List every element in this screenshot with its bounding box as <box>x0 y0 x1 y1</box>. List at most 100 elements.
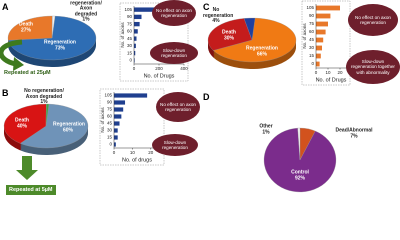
bar <box>316 37 324 43</box>
y-tick-label: 0 <box>129 58 132 63</box>
y-tick-label: 0 <box>109 142 112 147</box>
plot-frame <box>301 0 351 86</box>
y-axis-label: No. of axons <box>120 22 125 48</box>
x-tick-label: 10 <box>130 150 136 155</box>
pie-slice <box>243 17 256 41</box>
bar <box>316 53 321 59</box>
y-axis-label: No. of axons <box>302 23 307 49</box>
slice-name: Regeneration <box>246 45 278 52</box>
slice-label: Death 30% <box>217 30 241 42</box>
slice-value: 27% <box>20 27 31 33</box>
slice-label: Control 92% <box>280 169 320 182</box>
pie-slice <box>297 127 301 161</box>
y-tick-label: 15 <box>107 135 113 140</box>
bar <box>316 21 328 27</box>
y-tick-label: 90 <box>107 100 113 105</box>
slice-name: No regeneration/ Axon degraded <box>24 87 64 100</box>
slice-value: 66% <box>256 51 267 57</box>
x-axis-label: No. of drugs <box>122 157 152 163</box>
slice-value: 7% <box>350 133 358 139</box>
figure: 105 90 75 60 45 30 15 0 0 200 400 No. of Drugs No. o… <box>0 0 400 195</box>
y-tick-label: 105 <box>306 5 314 10</box>
y-tick-label: 45 <box>127 36 133 41</box>
bar <box>134 21 140 27</box>
bar <box>134 43 136 49</box>
slice-value: 1% <box>262 129 270 135</box>
slice-name: No regeneration/ Axon degraded <box>70 0 102 17</box>
plot-frame <box>119 2 189 82</box>
x-tick-label: 0 <box>133 66 136 71</box>
bar <box>134 58 135 63</box>
bar <box>316 5 340 11</box>
pie-slice <box>19 103 89 149</box>
y-tick-label: 60 <box>107 114 113 119</box>
x-tick-label: 20 <box>148 150 154 155</box>
y-tick-label: 30 <box>309 45 315 50</box>
y-tick-label: 30 <box>127 43 133 48</box>
x-tick-label: 200 <box>155 66 163 71</box>
pie-slice <box>212 17 297 63</box>
y-tick-label: 60 <box>127 29 133 34</box>
arrow <box>22 156 32 170</box>
panel-label: D <box>203 92 210 102</box>
x-tick-label: 400 <box>180 66 188 71</box>
slice-name: Control <box>291 169 309 176</box>
slice-label: Death 27% <box>14 21 38 34</box>
y-tick-label: 75 <box>127 21 133 26</box>
arrow <box>0 39 23 67</box>
annotation-oval: Slow-down regeneration together with abn… <box>346 50 400 84</box>
y-tick-label: 15 <box>127 50 133 55</box>
bar <box>114 128 118 133</box>
pie-slice <box>45 103 50 127</box>
y-tick-label: 90 <box>309 13 315 18</box>
slice-label: No regeneration 4% <box>203 6 234 25</box>
bar <box>134 50 136 56</box>
slice-name: No regeneration <box>203 6 234 19</box>
arrow-head <box>13 57 24 71</box>
annotation-oval: Slow-down regeneration <box>150 42 198 64</box>
slice-label: Regeneration 66% <box>245 45 279 58</box>
annotation: Repeated at 25µM <box>4 70 51 76</box>
slice-name: Dead/Abnormal <box>335 127 373 134</box>
annotation-oval: No effect on axon regeneration <box>156 92 200 122</box>
y-tick-label: 90 <box>127 14 133 19</box>
y-tick-label: 0 <box>311 61 314 66</box>
pie-slice <box>263 127 337 193</box>
y-tick-label: 45 <box>107 121 113 126</box>
slice-name: Regeneration <box>53 121 85 128</box>
slice-value: 1% <box>40 98 48 105</box>
bar <box>316 29 326 35</box>
slice-value: 1% <box>82 16 90 23</box>
y-tick-label: 15 <box>309 53 315 58</box>
arrow-head <box>16 170 38 180</box>
slice-value: 30% <box>223 35 234 41</box>
y-axis-label: No. of axons <box>100 107 105 133</box>
bar <box>114 93 148 98</box>
y-tick-label: 75 <box>107 107 113 112</box>
y-tick-label: 45 <box>309 37 315 42</box>
slice-name: Death <box>15 117 29 124</box>
slice-label: Regeneration 73% <box>43 40 77 52</box>
pie-slice <box>207 18 253 51</box>
bar <box>114 142 116 147</box>
bar <box>134 29 138 34</box>
y-tick-label: 60 <box>309 29 315 34</box>
y-tick-label: 30 <box>107 128 113 133</box>
slice-name: Death <box>19 21 33 28</box>
bar <box>114 114 122 119</box>
slice-label: Regeneration 60% <box>53 121 85 134</box>
pie-slice <box>51 15 56 39</box>
y-tick-label: 105 <box>124 7 132 12</box>
bar <box>114 100 126 105</box>
pie-slice <box>3 103 47 144</box>
slice-name: Other <box>259 123 273 130</box>
slice-value: 40% <box>16 123 27 129</box>
annotation-oval: No effect on axon regeneration <box>348 4 398 36</box>
panel-label: B <box>2 88 9 98</box>
x-tick-label: 0 <box>315 70 318 75</box>
x-tick-label: 20 <box>337 70 343 75</box>
pie-slice <box>7 15 53 41</box>
